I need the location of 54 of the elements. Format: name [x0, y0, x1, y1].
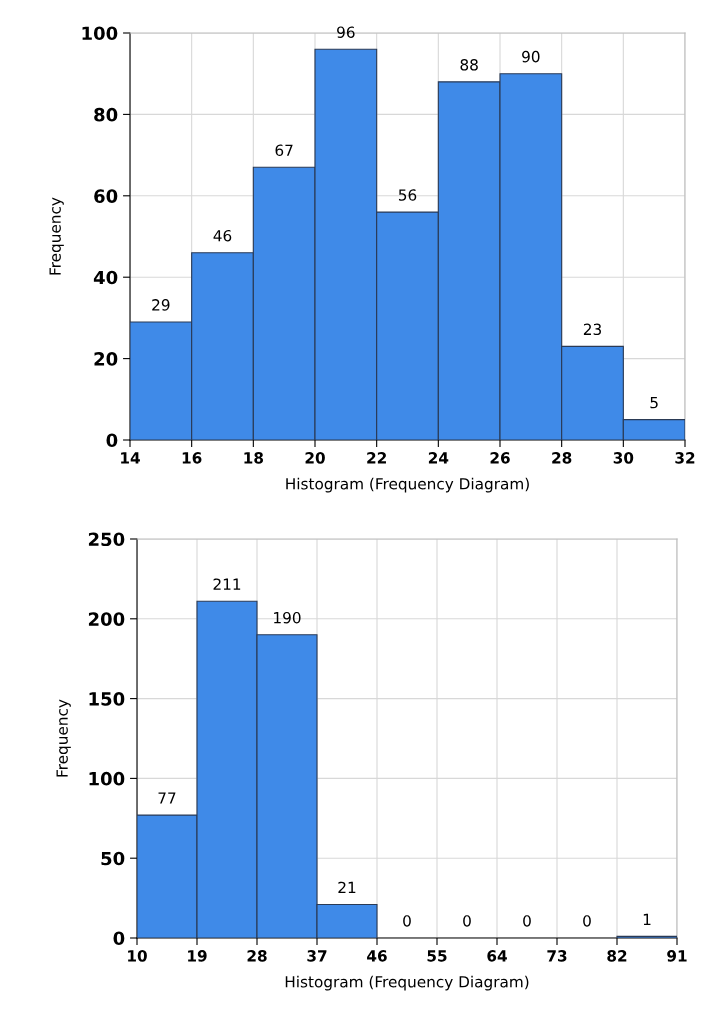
- y-tick-label: 40: [93, 270, 118, 285]
- y-tick-label: 20: [94, 352, 118, 366]
- x-tick-label: 73: [547, 950, 567, 962]
- x-tick-label: 10: [128, 950, 147, 962]
- data-label: 211: [213, 578, 241, 590]
- x-tick-label: 32: [675, 452, 695, 464]
- x-tick-label: 46: [367, 950, 387, 962]
- y-tick-label: 60: [94, 189, 118, 203]
- x-tick-label: 28: [247, 950, 267, 962]
- x-tick-label: 82: [607, 950, 627, 962]
- y-tick-label: 80: [94, 107, 118, 122]
- data-label: 190: [274, 611, 301, 624]
- x-axis-title: Histogram (Frequency Diagram): [286, 477, 529, 493]
- x-tick-label: 19: [188, 950, 207, 962]
- x-axis-title: Histogram (Frequency Diagram): [285, 975, 529, 991]
- y-tick-label: 250: [88, 532, 125, 547]
- data-label: 96: [337, 26, 355, 38]
- x-tick-label: 26: [490, 452, 510, 464]
- data-label: 29: [152, 299, 170, 311]
- y-tick-label: 150: [89, 692, 125, 706]
- x-tick-label: 20: [305, 452, 325, 464]
- data-label: 21: [338, 881, 356, 893]
- y-axis-title: Frequency: [49, 197, 64, 275]
- data-label: 0: [463, 915, 471, 927]
- x-tick-label: 64: [487, 950, 507, 962]
- x-tick-label: 28: [552, 452, 572, 464]
- data-label: 23: [583, 323, 601, 336]
- data-label: 77: [158, 792, 176, 804]
- data-label: 46: [213, 229, 232, 242]
- data-label: 1: [643, 913, 651, 925]
- y-axis-title: Frequency: [56, 699, 71, 777]
- x-tick-label: 14: [121, 452, 140, 464]
- x-tick-label: 91: [667, 950, 687, 962]
- data-label: 56: [398, 189, 417, 201]
- y-tick-label: 50: [101, 851, 125, 866]
- x-tick-label: 18: [244, 452, 264, 464]
- x-tick-label: 55: [427, 950, 447, 962]
- data-label: 90: [522, 50, 540, 63]
- data-label: 0: [523, 915, 531, 927]
- y-tick-label: 0: [113, 931, 125, 946]
- y-tick-label: 100: [89, 771, 125, 786]
- data-label: 67: [275, 144, 293, 157]
- x-tick-label: 22: [367, 452, 386, 464]
- y-tick-label: 100: [82, 26, 118, 41]
- data-label: 0: [403, 915, 411, 927]
- x-tick-label: 30: [613, 452, 634, 464]
- data-label: 5: [650, 397, 658, 409]
- data-label: 88: [460, 58, 478, 71]
- x-tick-label: 24: [428, 452, 449, 464]
- y-tick-label: 200: [88, 612, 125, 626]
- y-tick-label: 0: [106, 433, 118, 448]
- x-tick-label: 16: [182, 452, 202, 464]
- data-label: 0: [583, 915, 591, 927]
- x-tick-label: 37: [307, 950, 327, 962]
